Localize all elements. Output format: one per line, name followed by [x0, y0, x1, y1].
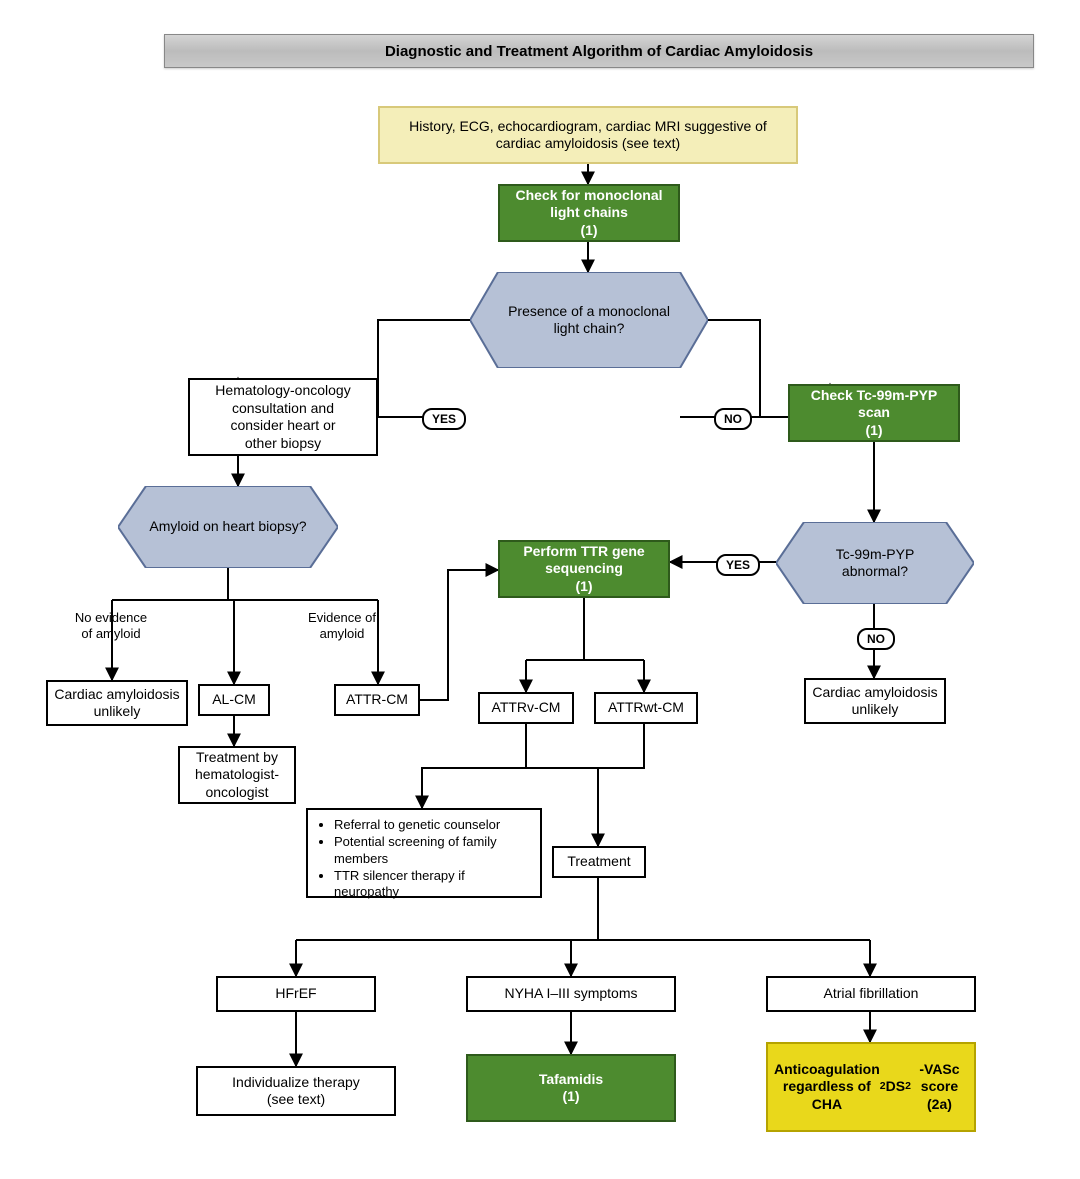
branch-label-no2: NO	[857, 628, 895, 650]
node-treatment: Treatment	[552, 846, 646, 878]
decision-q_mlc: Presence of a monoclonal light chain?	[470, 272, 708, 368]
node-attrv: ATTRv-CM	[478, 692, 574, 724]
node-tx_hemonc: Treatment byhematologist-oncologist	[178, 746, 296, 804]
node-indiv: Individualize therapy(see text)	[196, 1066, 396, 1116]
node-ttr_seq: Perform TTR genesequencing(1)	[498, 540, 670, 598]
node-counsel: Referral to genetic counselorPotential s…	[306, 808, 542, 898]
node-check_pyp: Check Tc-99m-PYPscan(1)	[788, 384, 960, 442]
decision-label: Tc-99m-PYP abnormal?	[776, 522, 974, 604]
decision-label: Presence of a monoclonal light chain?	[470, 272, 708, 368]
label-ev_amyloid: Evidence ofamyloid	[292, 610, 392, 641]
node-al_cm: AL-CM	[198, 684, 270, 716]
node-anticoag: Anticoagulationregardless ofCHA2DS2-VASc…	[766, 1042, 976, 1132]
decision-label: Amyloid on heart biopsy?	[118, 486, 338, 568]
decision-q_pyp: Tc-99m-PYP abnormal?	[776, 522, 974, 604]
node-afib: Atrial fibrillation	[766, 976, 976, 1012]
branch-label-yes2: YES	[716, 554, 760, 576]
decision-q_biopsy: Amyloid on heart biopsy?	[118, 486, 338, 568]
label-no_amyloid: No evidenceof amyloid	[56, 610, 166, 641]
node-ca_unlikely2: Cardiac amyloidosisunlikely	[804, 678, 946, 724]
node-nyha: NYHA I–III symptoms	[466, 976, 676, 1012]
branch-label-yes1: YES	[422, 408, 466, 430]
node-check_mlc: Check for monoclonallight chains(1)	[498, 184, 680, 242]
node-attrwt: ATTRwt-CM	[594, 692, 698, 724]
node-tafamidis: Tafamidis(1)	[466, 1054, 676, 1122]
node-start: History, ECG, echocardiogram, cardiac MR…	[378, 106, 798, 164]
node-attr_cm: ATTR-CM	[334, 684, 420, 716]
node-ca_unlikely1: Cardiac amyloidosisunlikely	[46, 680, 188, 726]
node-hfref: HFrEF	[216, 976, 376, 1012]
branch-label-no1: NO	[714, 408, 752, 430]
node-hemonc: Hematology-oncologyconsultation andconsi…	[188, 378, 378, 456]
